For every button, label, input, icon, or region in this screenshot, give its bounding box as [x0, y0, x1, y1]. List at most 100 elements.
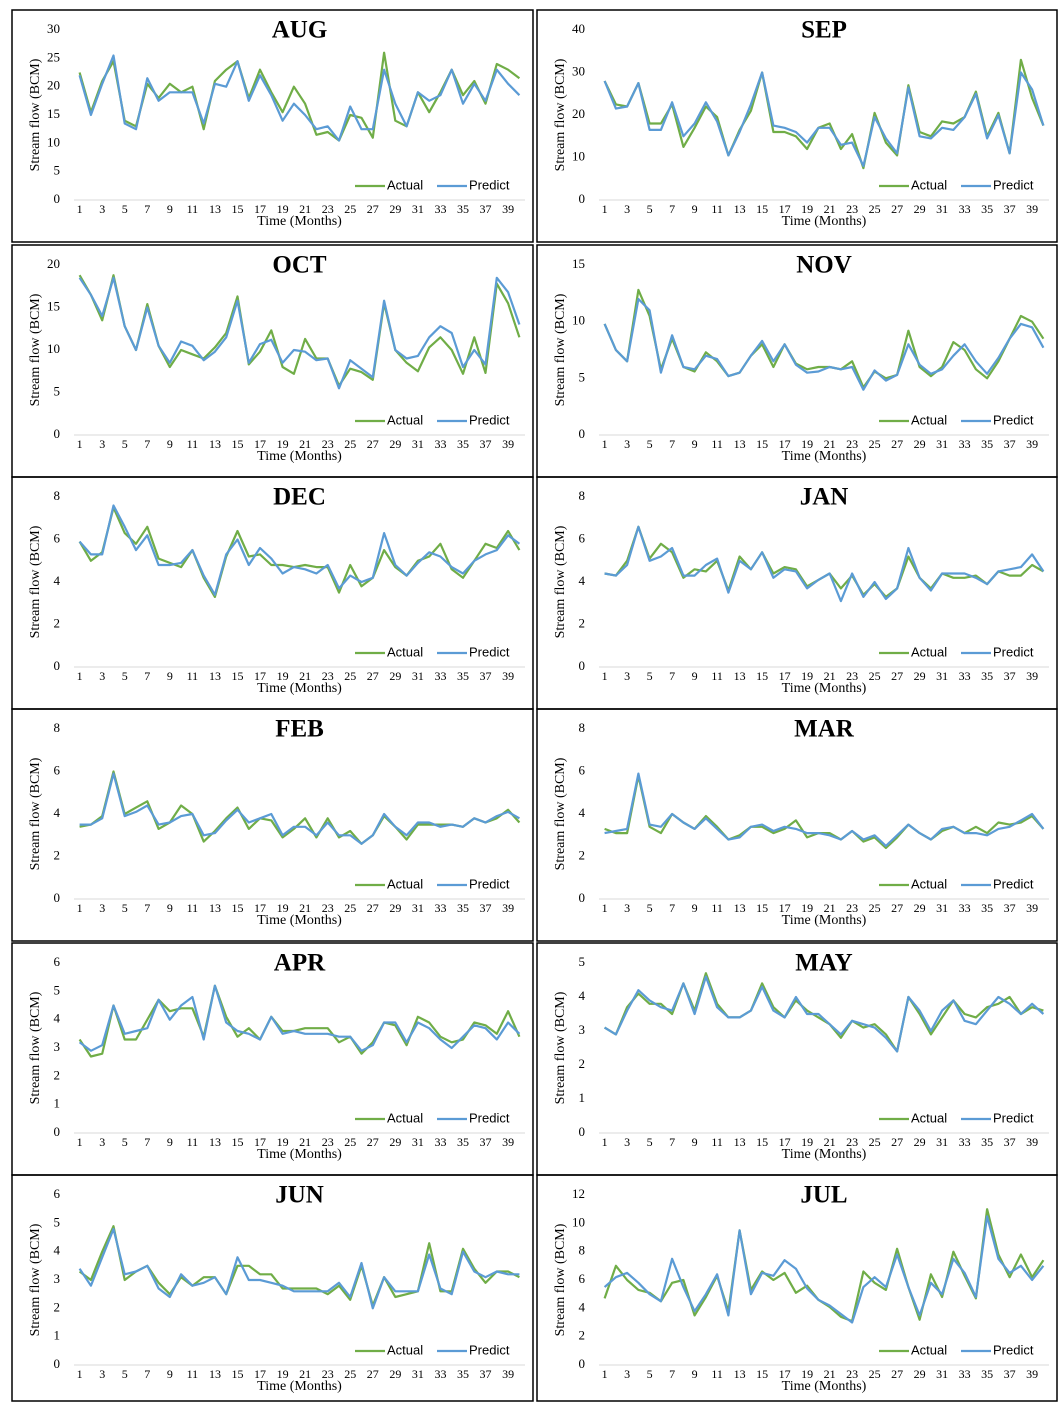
x-tick-label: 19 [277, 1135, 289, 1149]
legend-label: Actual [387, 1110, 423, 1125]
x-tick-label: 19 [277, 1367, 289, 1381]
x-tick-label: 25 [869, 202, 881, 216]
x-tick-label: 35 [457, 901, 469, 915]
panel-border [11, 942, 534, 1176]
x-tick-label: 1 [77, 901, 83, 915]
y-tick-label: 2 [579, 1056, 586, 1071]
x-tick-label: 7 [669, 202, 675, 216]
x-tick-label: 37 [1004, 1135, 1016, 1149]
x-tick-label: 31 [412, 901, 424, 915]
panel-border [536, 244, 1058, 478]
x-tick-label: 9 [692, 669, 698, 683]
series-line [603, 71, 1045, 168]
x-tick-label: 11 [711, 437, 723, 451]
y-tick-label: 20 [47, 256, 60, 271]
x-tick-label: 1 [77, 1135, 83, 1149]
x-tick-label: 5 [122, 669, 128, 683]
series-line [604, 975, 1045, 1053]
y-tick-label: 10 [572, 313, 585, 328]
legend-label: Actual [911, 177, 947, 192]
x-tick-label: 29 [389, 901, 401, 915]
y-tick-label: 2 [579, 1328, 586, 1343]
x-tick-label: 23 [846, 1367, 858, 1381]
x-tick-label: 15 [756, 901, 768, 915]
y-tick-label: 4 [579, 1299, 586, 1314]
x-tick-label: 9 [692, 901, 698, 915]
y-tick-label: 2 [54, 615, 61, 630]
x-tick-label: 17 [779, 1367, 791, 1381]
y-tick-label: 15 [572, 256, 585, 271]
x-tick-label: 39 [502, 202, 514, 216]
x-tick-label: 5 [647, 437, 653, 451]
x-tick-label: 25 [869, 1367, 881, 1381]
x-tick-label: 23 [846, 669, 858, 683]
x-tick-label: 3 [99, 901, 105, 915]
x-tick-label: 21 [299, 202, 311, 216]
x-tick-label: 15 [756, 202, 768, 216]
x-tick-label: 1 [77, 202, 83, 216]
y-tick-label: 6 [579, 530, 586, 545]
y-tick-label: 8 [579, 1243, 586, 1258]
series-line [604, 972, 1044, 1053]
y-tick-label: 4 [579, 988, 586, 1003]
legend-label: Predict [469, 412, 510, 427]
x-tick-label: 15 [756, 1135, 768, 1149]
x-tick-label: 33 [959, 669, 971, 683]
x-tick-label: 39 [502, 901, 514, 915]
y-tick-label: 3 [54, 1271, 61, 1286]
chart-title: APR [274, 950, 326, 977]
x-tick-label: 31 [412, 202, 424, 216]
x-tick-label: 9 [167, 901, 173, 915]
legend-label: Predict [993, 177, 1034, 192]
x-tick-label: 35 [981, 437, 993, 451]
x-tick-label: 31 [412, 669, 424, 683]
x-tick-label: 27 [891, 669, 903, 683]
y-tick-label: 2 [54, 1299, 61, 1314]
x-tick-label: 3 [99, 437, 105, 451]
y-tick-label: 0 [54, 426, 61, 441]
y-tick-label: 0 [579, 890, 586, 905]
legend-label: Actual [911, 1342, 947, 1357]
x-tick-label: 27 [891, 1135, 903, 1149]
y-tick-label: 30 [47, 21, 60, 36]
x-tick-label: 7 [669, 1135, 675, 1149]
panel-border [11, 708, 534, 942]
x-tick-label: 7 [669, 437, 675, 451]
x-tick-label: 15 [231, 437, 243, 451]
x-tick-label: 29 [914, 669, 926, 683]
x-tick-label: 9 [692, 437, 698, 451]
x-tick-label: 25 [344, 669, 356, 683]
panel-border [536, 9, 1058, 243]
x-tick-label: 33 [959, 202, 971, 216]
x-axis-label: Time (Months) [782, 214, 867, 229]
x-tick-label: 7 [144, 1135, 150, 1149]
x-axis-label: Time (Months) [257, 449, 342, 464]
y-tick-label: 20 [572, 106, 585, 121]
y-tick-label: 8 [579, 488, 586, 503]
x-axis-label: Time (Months) [782, 449, 867, 464]
x-tick-label: 3 [624, 202, 630, 216]
x-tick-label: 35 [981, 669, 993, 683]
series-line [603, 1215, 1045, 1324]
y-tick-label: 0 [54, 890, 61, 905]
x-tick-label: 9 [167, 202, 173, 216]
x-tick-label: 33 [434, 901, 446, 915]
y-tick-label: 10 [47, 341, 60, 356]
x-tick-label: 7 [144, 669, 150, 683]
x-tick-label: 35 [981, 1367, 993, 1381]
x-tick-label: 31 [936, 1135, 948, 1149]
legend-label: Actual [387, 177, 423, 192]
x-tick-label: 21 [824, 437, 836, 451]
x-tick-label: 7 [144, 901, 150, 915]
x-axis-label: Time (Months) [257, 1379, 342, 1394]
x-tick-label: 13 [734, 1367, 746, 1381]
x-tick-label: 29 [389, 669, 401, 683]
y-tick-label: 2 [54, 1067, 61, 1082]
x-tick-label: 13 [209, 669, 221, 683]
x-tick-label: 9 [167, 437, 173, 451]
x-tick-label: 9 [692, 1367, 698, 1381]
x-tick-label: 19 [801, 1135, 813, 1149]
x-tick-label: 19 [277, 901, 289, 915]
y-tick-label: 20 [47, 78, 60, 93]
x-tick-label: 37 [1004, 901, 1016, 915]
